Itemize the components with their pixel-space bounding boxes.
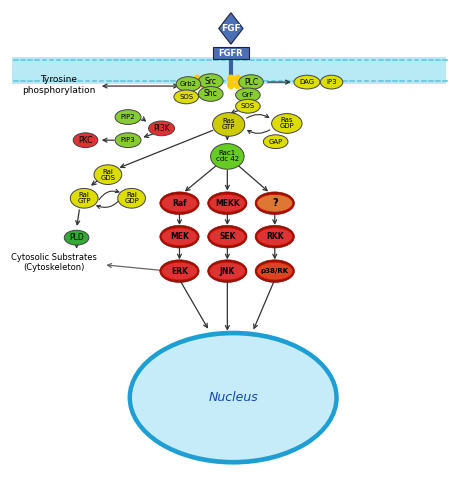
Ellipse shape (271, 114, 301, 133)
Text: PIP2: PIP2 (121, 114, 135, 120)
Ellipse shape (159, 192, 199, 214)
Ellipse shape (210, 144, 243, 169)
Circle shape (194, 75, 200, 82)
Text: PI3K: PI3K (153, 124, 170, 133)
Ellipse shape (256, 228, 292, 246)
Ellipse shape (235, 99, 260, 113)
Text: Ral
GDS: Ral GDS (100, 169, 115, 181)
Ellipse shape (176, 77, 200, 92)
Ellipse shape (254, 192, 294, 214)
Ellipse shape (117, 189, 145, 208)
Circle shape (234, 82, 240, 89)
Ellipse shape (115, 110, 141, 124)
Ellipse shape (198, 87, 222, 101)
Text: Ral
GDP: Ral GDP (124, 192, 139, 204)
Ellipse shape (256, 262, 292, 280)
Ellipse shape (320, 75, 342, 89)
FancyBboxPatch shape (12, 57, 445, 84)
FancyBboxPatch shape (213, 47, 248, 59)
Circle shape (228, 75, 233, 82)
Polygon shape (218, 13, 243, 44)
Ellipse shape (254, 225, 294, 248)
Text: Cytosolic Substrates
(Cytoskeleton): Cytosolic Substrates (Cytoskeleton) (11, 252, 97, 272)
Ellipse shape (130, 334, 335, 462)
Ellipse shape (209, 262, 245, 280)
Text: ERK: ERK (171, 267, 187, 276)
Text: MEKK: MEKK (214, 198, 239, 208)
Ellipse shape (263, 135, 287, 148)
Text: Src: Src (204, 77, 216, 86)
Ellipse shape (254, 260, 294, 283)
Text: Nucleus: Nucleus (208, 391, 258, 404)
Circle shape (194, 82, 200, 89)
Ellipse shape (198, 74, 222, 89)
Text: IP3: IP3 (325, 79, 336, 85)
Ellipse shape (127, 331, 338, 465)
Ellipse shape (161, 262, 197, 280)
Text: Rac1
cdc 42: Rac1 cdc 42 (215, 150, 238, 162)
Text: GAP: GAP (268, 139, 282, 145)
Ellipse shape (209, 195, 245, 212)
Text: PKC: PKC (78, 136, 92, 145)
Text: MEK: MEK (170, 232, 188, 241)
Text: Tyrosine
phosphorylation: Tyrosine phosphorylation (22, 75, 95, 95)
Ellipse shape (209, 228, 245, 246)
Text: SOS: SOS (240, 103, 254, 109)
Ellipse shape (70, 189, 98, 208)
Circle shape (228, 82, 233, 89)
Text: GrF: GrF (241, 92, 253, 98)
Text: SOS: SOS (179, 94, 193, 100)
Ellipse shape (207, 260, 247, 283)
Ellipse shape (256, 195, 292, 212)
Text: FGFR: FGFR (218, 49, 243, 57)
Ellipse shape (212, 113, 244, 136)
Circle shape (234, 75, 240, 82)
Ellipse shape (73, 133, 98, 148)
Ellipse shape (115, 133, 141, 148)
Text: DAG: DAG (299, 79, 314, 85)
Text: Ras
GDP: Ras GDP (279, 117, 293, 130)
Text: Ral
GTP: Ral GTP (77, 192, 91, 204)
Text: JNK: JNK (219, 267, 234, 276)
Text: Grb2: Grb2 (180, 81, 197, 87)
Text: ?: ? (271, 198, 277, 208)
Ellipse shape (207, 192, 247, 214)
Text: PIP3: PIP3 (121, 137, 135, 143)
Ellipse shape (238, 75, 263, 90)
Text: SEK: SEK (218, 232, 235, 241)
Ellipse shape (161, 228, 197, 246)
Circle shape (201, 82, 207, 89)
Ellipse shape (161, 195, 197, 212)
Text: PLD: PLD (69, 233, 84, 242)
Circle shape (201, 75, 207, 82)
Text: Raf: Raf (172, 198, 186, 208)
Text: p38/RK: p38/RK (260, 268, 288, 274)
Ellipse shape (148, 121, 174, 136)
Ellipse shape (94, 165, 121, 185)
Ellipse shape (235, 88, 260, 102)
Ellipse shape (293, 75, 319, 89)
Text: Ras
GTP: Ras GTP (222, 118, 235, 131)
Ellipse shape (159, 260, 199, 283)
Ellipse shape (173, 90, 198, 104)
Text: RKK: RKK (265, 232, 283, 241)
Text: FGF: FGF (221, 24, 240, 33)
Ellipse shape (207, 225, 247, 248)
Text: Shc: Shc (203, 90, 217, 99)
Ellipse shape (159, 225, 199, 248)
Text: PLC: PLC (243, 78, 258, 87)
Ellipse shape (64, 230, 89, 245)
